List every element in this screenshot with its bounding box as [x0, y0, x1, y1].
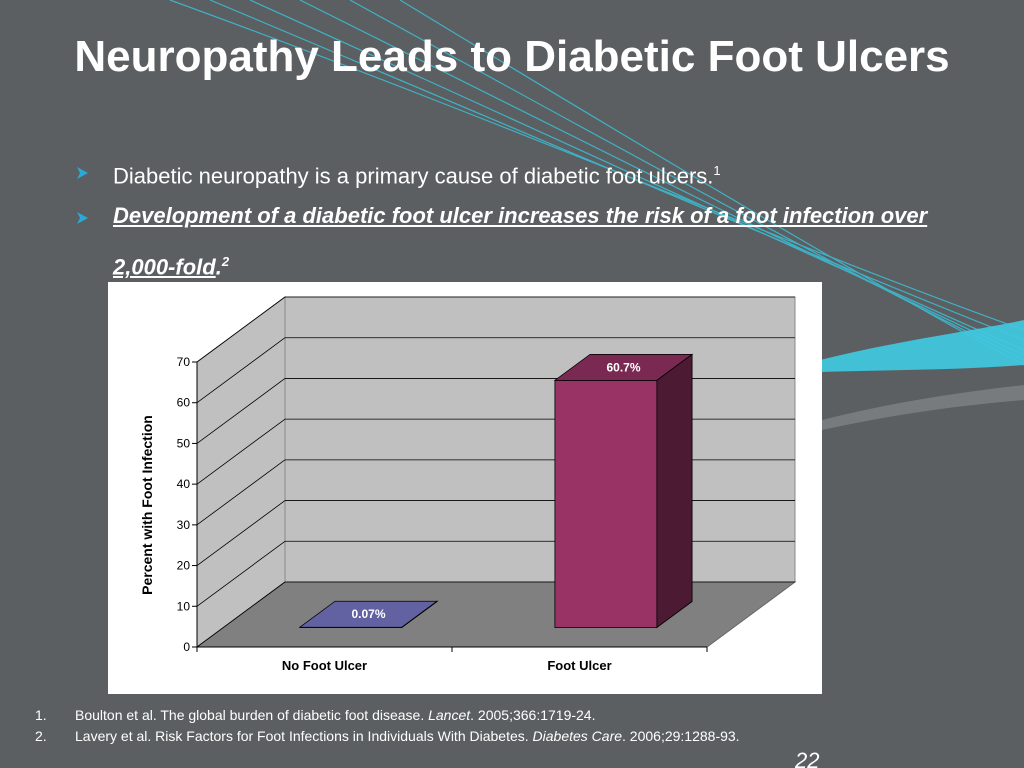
grid-line	[196, 500, 286, 566]
bullet-icon	[77, 212, 88, 224]
reference-number: 2.	[35, 728, 47, 744]
slide-title: Neuropathy Leads to Diabetic Foot Ulcers	[74, 32, 950, 81]
y-tick-label: 30	[177, 518, 191, 532]
punctuation: .	[215, 254, 222, 280]
bullet: Diabetic neuropathy is a primary cause o…	[113, 148, 983, 199]
data-label: 60.7%	[606, 360, 640, 374]
bullet-text: Development of a diabetic foot ulcer inc…	[113, 203, 928, 280]
y-tick-label: 70	[177, 355, 191, 369]
back-wall	[284, 296, 796, 583]
reference-text: . 2006;29:1288-93.	[622, 728, 740, 744]
floor	[195, 581, 797, 648]
x-tick-label: Foot Ulcer	[547, 658, 611, 673]
y-tick-label: 20	[177, 559, 191, 573]
y-tick-label: 0	[183, 640, 190, 654]
grid-line	[196, 296, 286, 363]
reference-number: 1.	[35, 707, 47, 723]
journal: Lancet	[428, 707, 471, 723]
grid-line	[196, 459, 286, 526]
grid-line	[196, 337, 286, 404]
background-swoosh	[820, 320, 1024, 372]
bar-side	[656, 353, 693, 629]
citation: 2	[221, 254, 230, 269]
background-swoosh	[822, 385, 1024, 430]
bullet: Development of a diabetic foot ulcer inc…	[113, 193, 983, 290]
grid-line	[196, 581, 286, 648]
reference-text: Lavery et al. Risk Factors for Foot Infe…	[75, 728, 529, 744]
bullet-icon	[77, 167, 88, 179]
reference-text: Boulton et al. The global burden of diab…	[75, 707, 425, 723]
y-tick-label: 40	[177, 477, 191, 491]
grid-line	[196, 378, 286, 444]
y-tick-label: 60	[177, 396, 191, 410]
background-swoosh	[169, 0, 1024, 366]
bullet-text: Diabetic neuropathy is a primary cause o…	[113, 163, 714, 189]
grid-line	[196, 540, 286, 607]
data-label: 0.07%	[351, 607, 385, 621]
y-tick-label: 50	[177, 436, 191, 450]
page-number: 22	[795, 748, 820, 768]
y-tick-label: 10	[177, 599, 191, 613]
bar-front	[554, 379, 658, 628]
bar-side	[401, 600, 438, 629]
y-axis-label: Percent with Foot Infection	[139, 415, 155, 595]
reference: 2. Lavery et al. Risk Factors for Foot In…	[35, 728, 740, 744]
reference-text: . 2005;366:1719-24.	[470, 707, 596, 723]
grid-line	[196, 418, 286, 485]
journal: Diabetes Care	[532, 728, 623, 744]
x-tick-label: No Foot Ulcer	[282, 658, 367, 673]
citation: 1	[713, 163, 721, 178]
reference: 1. Boulton et al. The global burden of di…	[35, 707, 596, 723]
